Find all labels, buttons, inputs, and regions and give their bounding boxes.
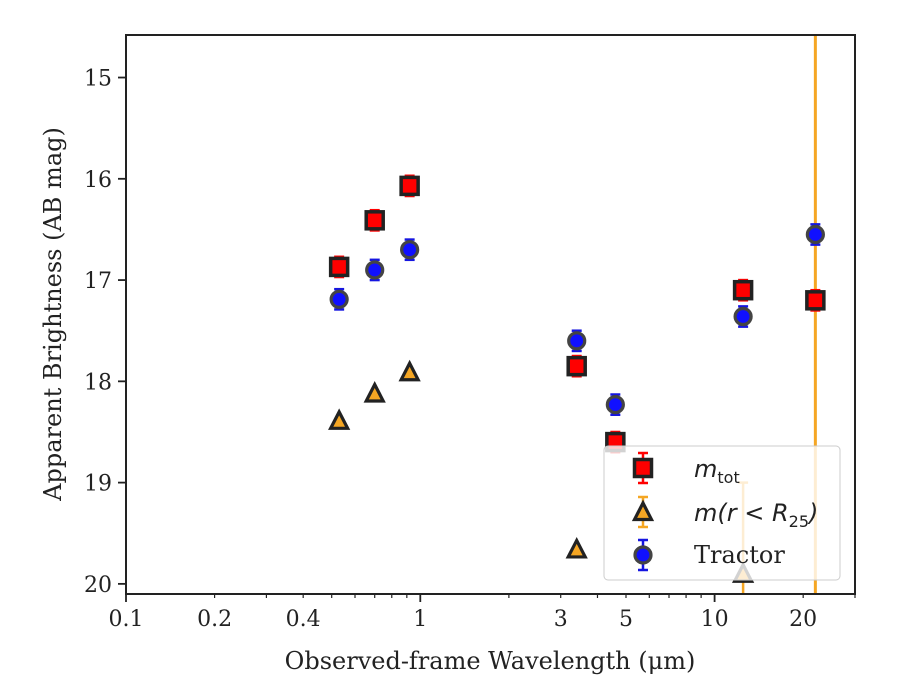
x-axis-title: Observed-frame Wavelength (μm) — [285, 647, 696, 675]
data-point — [565, 536, 588, 559]
data-marks — [328, 174, 826, 594]
data-point — [733, 306, 753, 327]
legend-marker — [631, 499, 655, 522]
data-point — [328, 408, 351, 430]
y-tick-label: 16 — [84, 168, 112, 193]
data-point — [398, 359, 421, 382]
series-circle — [329, 223, 825, 417]
data-point — [364, 210, 385, 231]
legend-label: Tractor — [694, 541, 785, 569]
legend: mtot m(r < R25) Tractor — [631, 451, 818, 572]
data-point — [605, 395, 625, 415]
y-axis: 15 16 17 18 19 20 — [84, 67, 126, 598]
x-axis: 0.1 0.2 0.4 1 3 5 10 20 — [109, 594, 856, 632]
y-tick-label: 17 — [84, 269, 112, 294]
plot-frame — [125, 34, 856, 595]
data-point — [328, 256, 350, 278]
data-point — [732, 279, 754, 301]
x-tick-label: 0.2 — [197, 607, 232, 632]
data-point — [329, 289, 349, 309]
legend-item: Tractor — [633, 538, 785, 572]
data-point — [567, 331, 587, 351]
data-point — [400, 240, 420, 260]
data-point — [399, 175, 420, 197]
x-tick-label: 1 — [413, 607, 427, 632]
legend-item: m(r < R25) — [631, 495, 818, 531]
x-tick-label: 5 — [619, 607, 633, 632]
y-tick-label: 20 — [84, 573, 112, 598]
legend-label: m(r < R25) — [694, 499, 818, 531]
data-point — [805, 290, 826, 311]
data-point — [363, 380, 386, 403]
x-tick-label: 0.1 — [109, 607, 144, 632]
x-tick-label: 0.4 — [286, 607, 321, 632]
y-tick-label: 19 — [84, 472, 112, 497]
x-tick-label: 3 — [554, 607, 568, 632]
x-tick-label: 20 — [789, 607, 817, 632]
y-tick-label: 18 — [84, 370, 112, 395]
legend-item: mtot — [632, 451, 740, 487]
data-point — [365, 260, 385, 280]
legend-marker — [632, 457, 654, 479]
legend-label: mtot — [694, 455, 740, 487]
series-square — [328, 174, 826, 454]
data-point — [805, 224, 825, 245]
y-axis-title: Apparent Brightness (AB mag) — [39, 127, 67, 502]
x-tick-label: 10 — [701, 607, 729, 632]
legend-box — [603, 445, 841, 581]
data-point — [566, 355, 587, 377]
legend-marker — [633, 545, 653, 565]
y-tick-label: 15 — [84, 67, 112, 92]
